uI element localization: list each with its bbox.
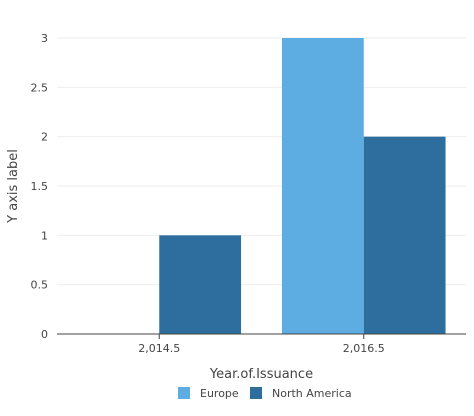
legend-swatch — [250, 387, 262, 399]
bar-north-america[interactable] — [363, 136, 446, 334]
bar-europe[interactable] — [281, 38, 364, 334]
y-tick-label: 1 — [41, 229, 48, 242]
bar-north-america[interactable] — [159, 235, 242, 334]
y-axis-title: Y axis label — [6, 149, 21, 224]
x-axis-title: Year.of.Issuance — [209, 367, 313, 382]
y-tick-label: 2 — [41, 131, 48, 144]
x-axis-ticks: 2,014.5 2,016.5 — [138, 334, 385, 355]
x-tick-label: 2,014.5 — [138, 342, 180, 355]
y-axis-ticks: 0 0.5 1 1.5 2 2.5 3 — [31, 32, 49, 341]
legend-label: Europe — [200, 387, 239, 400]
legend[interactable]: Europe North America — [178, 387, 352, 400]
bars — [159, 38, 446, 334]
legend-item-europe[interactable]: Europe — [178, 387, 239, 400]
y-tick-label: 3 — [41, 32, 48, 45]
legend-item-north-america[interactable]: North America — [250, 387, 352, 400]
x-tick-label: 2,016.5 — [343, 342, 385, 355]
y-tick-label: 0.5 — [31, 279, 49, 292]
legend-swatch — [178, 387, 190, 399]
legend-label: North America — [272, 387, 352, 400]
y-tick-label: 1.5 — [31, 180, 49, 193]
y-tick-label: 0 — [41, 328, 48, 341]
y-tick-label: 2.5 — [31, 81, 49, 94]
